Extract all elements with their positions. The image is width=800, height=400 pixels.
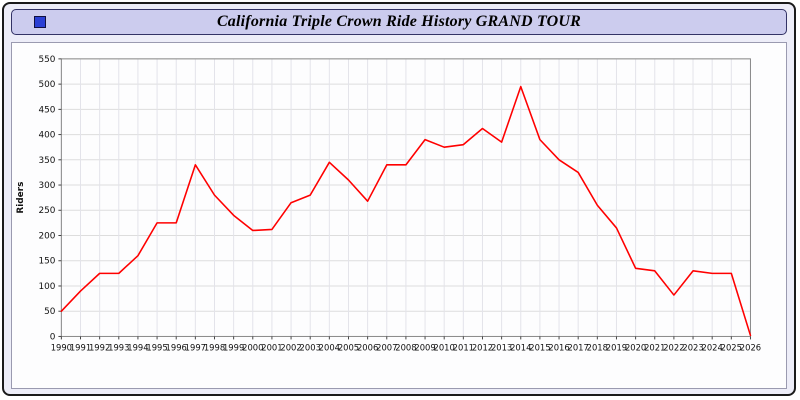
x-tick-label: 1993 (108, 342, 129, 352)
x-tick-label: 2023 (682, 342, 703, 352)
x-tick-label: 1997 (185, 342, 206, 352)
x-tick-label: 2017 (568, 342, 589, 352)
x-tick-label: 2000 (242, 342, 263, 352)
x-tick-label: 2012 (472, 342, 493, 352)
x-tick-label: 1999 (223, 342, 244, 352)
y-tick-label: 250 (38, 206, 55, 216)
x-tick-label: 2018 (587, 342, 608, 352)
x-tick-label: 2003 (300, 342, 321, 352)
x-tick-label: 2022 (663, 342, 684, 352)
x-tick-label: 2008 (395, 342, 416, 352)
y-tick-label: 50 (44, 307, 56, 317)
x-tick-label: 2010 (434, 342, 455, 352)
chart-title-bar: California Triple Crown Ride History GRA… (11, 9, 787, 35)
y-tick-label: 300 (38, 181, 55, 191)
x-tick-label: 2019 (606, 342, 627, 352)
x-tick-label: 1990 (51, 342, 72, 352)
x-tick-label: 2026 (740, 342, 761, 352)
x-tick-label: 2016 (548, 342, 569, 352)
y-tick-label: 500 (38, 80, 55, 90)
x-tick-label: 2021 (644, 342, 665, 352)
y-tick-label: 450 (38, 105, 55, 115)
x-tick-label: 1996 (166, 342, 187, 352)
y-axis-label: Riders (16, 182, 26, 214)
chart-title: California Triple Crown Ride History GRA… (216, 13, 582, 30)
y-tick-label: 200 (38, 231, 55, 241)
x-tick-label: 2006 (357, 342, 378, 352)
riders-series-line (60, 85, 752, 337)
x-tick-label: 2005 (338, 342, 359, 352)
x-tick-label: 2013 (491, 342, 512, 352)
x-tick-label: 2009 (414, 342, 435, 352)
y-tick-label: 0 (50, 332, 56, 342)
x-tick-label: 2020 (625, 342, 646, 352)
x-tick-label: 2004 (319, 342, 340, 352)
x-tick-label: 2001 (261, 342, 282, 352)
x-tick-label: 2002 (280, 342, 301, 352)
x-tick-label: 1994 (127, 342, 148, 352)
x-tick-label: 2025 (721, 342, 742, 352)
x-tick-label: 1998 (204, 342, 225, 352)
x-tick-label: 1991 (70, 342, 91, 352)
y-tick-label: 550 (38, 55, 55, 65)
y-tick-label: 100 (38, 282, 55, 292)
chart-panel: 0 50 100 150 200 250 300 350 400 450 500 550 1990 199… (11, 42, 787, 389)
x-tick-label: 1995 (146, 342, 167, 352)
ride-history-line-chart: 0501001502002503003504004505005501990199… (16, 55, 761, 353)
y-tick-label: 400 (38, 131, 55, 141)
x-tick-label: 2015 (529, 342, 550, 352)
y-tick-label: 150 (38, 257, 55, 267)
x-tick-label: 1992 (89, 342, 110, 352)
title-square-icon (34, 16, 46, 28)
x-tick-label: 2024 (702, 342, 723, 352)
app-window: California Triple Crown Ride History GRA… (2, 2, 796, 396)
x-tick-label: 2014 (510, 342, 531, 352)
x-tick-label: 2011 (453, 342, 474, 352)
x-tick-label: 2007 (376, 342, 397, 352)
y-tick-label: 350 (38, 156, 55, 166)
